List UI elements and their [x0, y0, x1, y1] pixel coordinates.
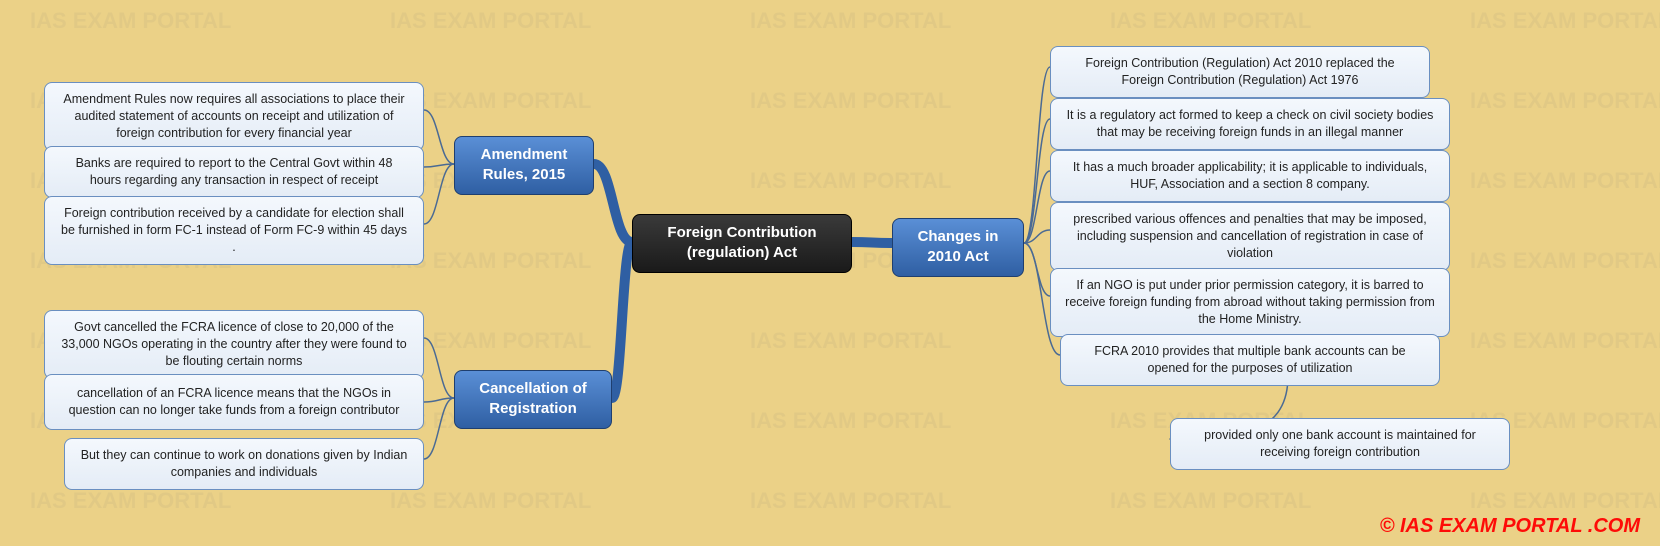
branch-changes: Changes in 2010 Act — [892, 218, 1024, 277]
bg-watermark: IAS EXAM PORTAL — [1470, 248, 1660, 274]
bg-watermark: IAS EXAM PORTAL — [30, 8, 231, 34]
bg-watermark: IAS EXAM PORTAL — [750, 8, 951, 34]
bg-watermark: IAS EXAM PORTAL — [1470, 8, 1660, 34]
bg-watermark: IAS EXAM PORTAL — [1470, 328, 1660, 354]
bg-watermark: IAS EXAM PORTAL — [1110, 488, 1311, 514]
bg-watermark: IAS EXAM PORTAL — [750, 408, 951, 434]
leaf-amend-2: Foreign contribution received by a candi… — [44, 196, 424, 265]
leaf-cancel-2: But they can continue to work on donatio… — [64, 438, 424, 490]
bg-watermark: IAS EXAM PORTAL — [750, 328, 951, 354]
root-node: Foreign Contribution (regulation) Act — [632, 214, 852, 273]
bg-watermark: IAS EXAM PORTAL — [750, 168, 951, 194]
bg-watermark: IAS EXAM PORTAL — [1470, 168, 1660, 194]
bg-watermark: IAS EXAM PORTAL — [390, 488, 591, 514]
bg-watermark: IAS EXAM PORTAL — [30, 488, 231, 514]
bg-watermark: IAS EXAM PORTAL — [1470, 88, 1660, 114]
leaf-cancel-1: cancellation of an FCRA licence means th… — [44, 374, 424, 430]
leaf-changes-5-child: provided only one bank account is mainta… — [1170, 418, 1510, 470]
leaf-changes-5: FCRA 2010 provides that multiple bank ac… — [1060, 334, 1440, 386]
leaf-amend-0: Amendment Rules now requires all associa… — [44, 82, 424, 151]
bg-watermark: IAS EXAM PORTAL — [750, 88, 951, 114]
branch-cancel: Cancellation of Registration — [454, 370, 612, 429]
leaf-changes-1: It is a regulatory act formed to keep a … — [1050, 98, 1450, 150]
leaf-changes-4: If an NGO is put under prior permission … — [1050, 268, 1450, 337]
leaf-changes-0: Foreign Contribution (Regulation) Act 20… — [1050, 46, 1430, 98]
bg-watermark: IAS EXAM PORTAL — [390, 8, 591, 34]
leaf-changes-2: It has a much broader applicability; it … — [1050, 150, 1450, 202]
leaf-cancel-0: Govt cancelled the FCRA licence of close… — [44, 310, 424, 379]
bg-watermark: IAS EXAM PORTAL — [1110, 8, 1311, 34]
bg-watermark: IAS EXAM PORTAL — [1470, 488, 1660, 514]
leaf-amend-1: Banks are required to report to the Cent… — [44, 146, 424, 198]
leaf-changes-3: prescribed various offences and penaltie… — [1050, 202, 1450, 271]
copyright-watermark: © IAS EXAM PORTAL .COM — [1380, 515, 1640, 538]
bg-watermark: IAS EXAM PORTAL — [750, 488, 951, 514]
branch-amend: Amendment Rules, 2015 — [454, 136, 594, 195]
